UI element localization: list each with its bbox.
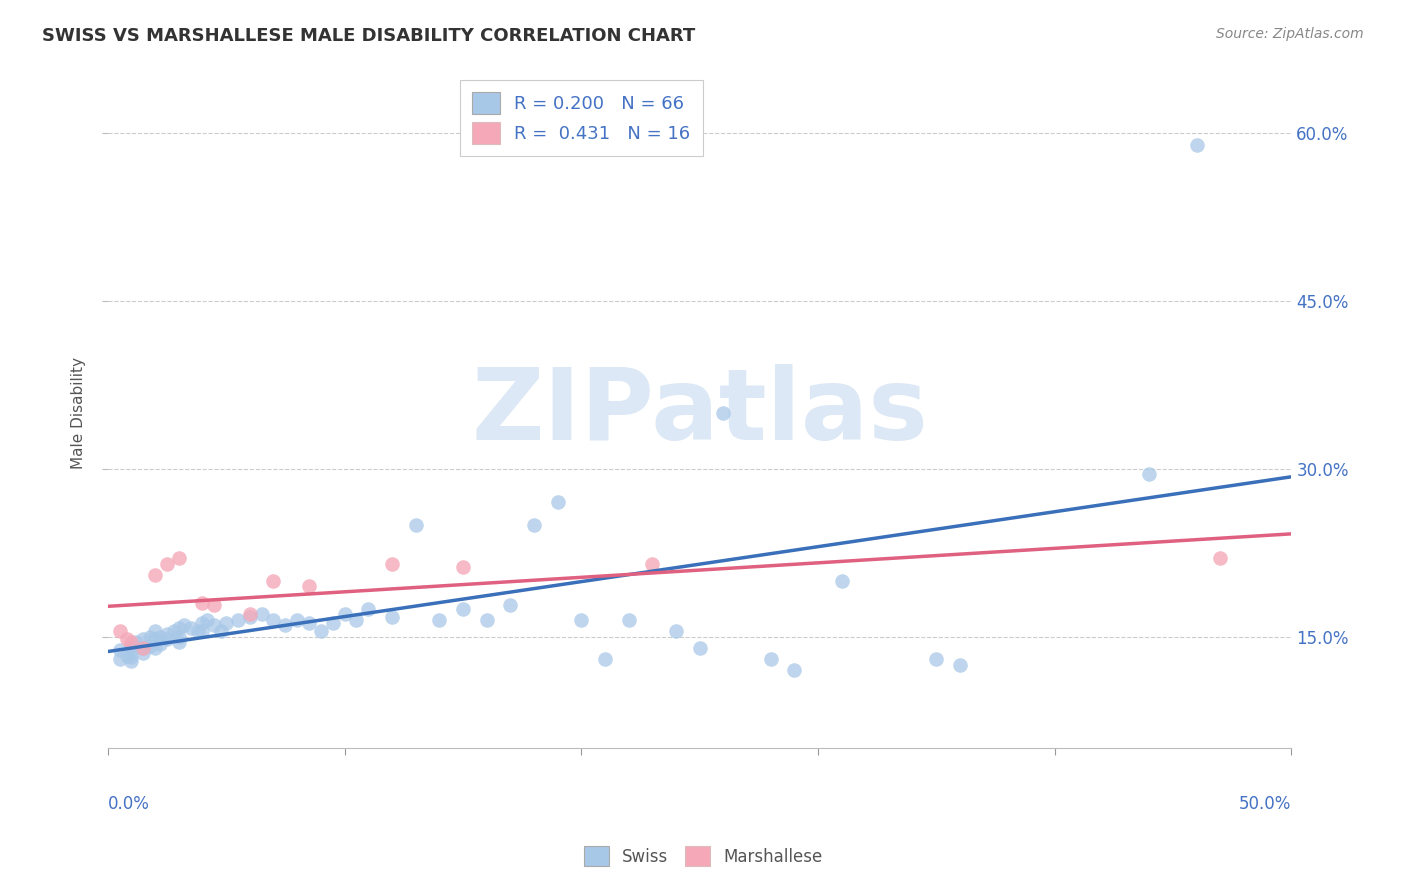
Point xyxy=(1185,137,1208,152)
Point xyxy=(143,568,166,582)
Point xyxy=(156,557,179,571)
Point xyxy=(120,649,142,664)
Point xyxy=(167,551,190,566)
Point xyxy=(523,517,546,532)
Point xyxy=(195,613,218,627)
Point xyxy=(173,618,195,632)
Point xyxy=(263,613,285,627)
Point xyxy=(285,613,308,627)
Point xyxy=(167,630,190,644)
Point xyxy=(149,637,172,651)
Point xyxy=(451,560,474,574)
Point xyxy=(167,621,190,635)
Point xyxy=(132,640,155,655)
Point xyxy=(115,648,138,663)
Point xyxy=(831,574,853,588)
Point xyxy=(333,607,356,622)
Point xyxy=(202,599,225,613)
Point xyxy=(120,639,142,653)
Point xyxy=(298,616,321,631)
Point xyxy=(322,616,344,631)
Point xyxy=(759,652,782,666)
Point xyxy=(569,613,592,627)
Point xyxy=(427,613,450,627)
Point xyxy=(120,654,142,668)
Point xyxy=(191,616,214,631)
Text: 50.0%: 50.0% xyxy=(1239,796,1292,814)
Point xyxy=(357,601,380,615)
Point xyxy=(1139,467,1161,482)
Point xyxy=(209,624,232,638)
Text: Source: ZipAtlas.com: Source: ZipAtlas.com xyxy=(1216,27,1364,41)
Point xyxy=(298,579,321,593)
Point xyxy=(187,624,209,638)
Point xyxy=(143,640,166,655)
Point xyxy=(1209,551,1232,566)
Point xyxy=(108,652,131,666)
Point xyxy=(381,609,404,624)
Point xyxy=(405,517,427,532)
Text: ZIPatlas: ZIPatlas xyxy=(471,365,928,461)
Point xyxy=(309,624,332,638)
Point xyxy=(139,630,162,644)
Point xyxy=(641,557,664,571)
Point xyxy=(499,599,522,613)
Point xyxy=(156,632,179,646)
Point xyxy=(381,557,404,571)
Point xyxy=(108,643,131,657)
Point xyxy=(191,596,214,610)
Point xyxy=(191,624,214,638)
Text: SWISS VS MARSHALLESE MALE DISABILITY CORRELATION CHART: SWISS VS MARSHALLESE MALE DISABILITY COR… xyxy=(42,27,696,45)
Point xyxy=(617,613,640,627)
Point xyxy=(120,643,142,657)
Point xyxy=(239,609,262,624)
Point xyxy=(143,624,166,638)
Point xyxy=(949,657,972,672)
Point xyxy=(132,640,155,655)
Point xyxy=(925,652,948,666)
Point xyxy=(202,618,225,632)
Point xyxy=(132,647,155,661)
Point xyxy=(250,607,273,622)
Point xyxy=(149,630,172,644)
Point xyxy=(143,632,166,646)
Point xyxy=(239,607,262,622)
Point xyxy=(665,624,688,638)
Legend: R = 0.200   N = 66, R =  0.431   N = 16: R = 0.200 N = 66, R = 0.431 N = 16 xyxy=(460,79,703,156)
Y-axis label: Male Disability: Male Disability xyxy=(72,357,86,469)
Point xyxy=(156,627,179,641)
Point xyxy=(120,635,142,649)
Point xyxy=(125,635,148,649)
Point xyxy=(115,632,138,646)
Point xyxy=(139,639,162,653)
Point xyxy=(226,613,249,627)
Point xyxy=(215,616,238,631)
Point xyxy=(593,652,616,666)
Point xyxy=(344,613,367,627)
Text: 0.0%: 0.0% xyxy=(108,796,149,814)
Point xyxy=(783,663,806,677)
Point xyxy=(475,613,498,627)
Point xyxy=(274,618,297,632)
Point xyxy=(108,624,131,638)
Point xyxy=(711,406,734,420)
Point xyxy=(263,574,285,588)
Point xyxy=(132,632,155,646)
Point xyxy=(163,624,186,638)
Point xyxy=(547,495,569,509)
Point xyxy=(167,635,190,649)
Point xyxy=(180,621,202,635)
Legend: Swiss, Marshallese: Swiss, Marshallese xyxy=(575,838,831,875)
Point xyxy=(451,601,474,615)
Point xyxy=(689,640,711,655)
